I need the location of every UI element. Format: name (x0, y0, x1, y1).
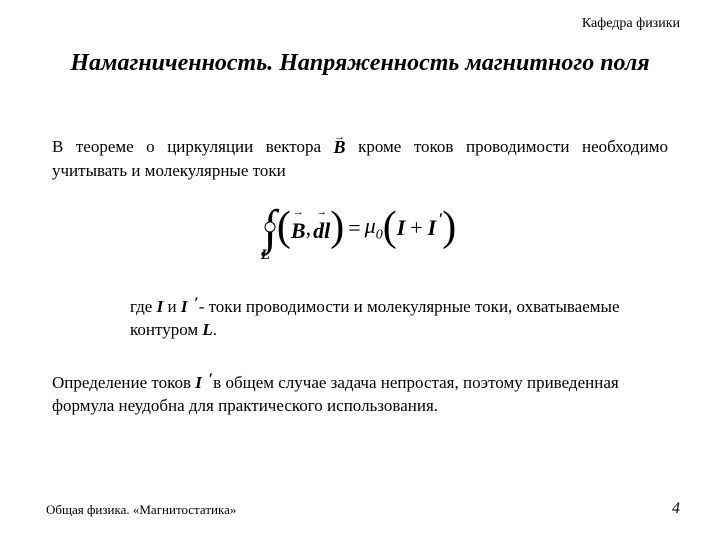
vector-B-eq: → B (291, 212, 306, 244)
equals-sign: = (348, 215, 360, 241)
page-number: 4 (672, 500, 680, 518)
prime-mark-icon: ′ (194, 293, 199, 315)
I-symbol-text: I (157, 297, 164, 316)
vector-B-inline: → B (334, 136, 346, 159)
arrow-icon: → (293, 206, 304, 218)
conclusion-paragraph: Определение токов I ′ в общем случае зад… (52, 372, 668, 418)
arrow-icon: → (316, 206, 327, 218)
where-paragraph: где I и I ′ - токи проводимости и молеку… (130, 296, 630, 342)
arrow-icon: → (334, 130, 345, 144)
right-paren: ) (330, 213, 344, 242)
intro-text-pre: В теореме о циркуляции вектора (52, 137, 334, 156)
left-paren: ( (277, 213, 291, 242)
prime-mark-icon: ′ (209, 369, 214, 391)
vector-dl-letter: dl (313, 218, 330, 243)
plus-sign: + (410, 215, 422, 241)
zero-subscript: 0 (376, 227, 383, 242)
circulation-equation: ∫ L ( → B , → dl ) = μ0 ( I + I ′ ) (0, 212, 720, 248)
slide-title: Намагниченность. Напряженность магнитног… (0, 48, 720, 78)
I-prime-letter-text: I (181, 297, 188, 316)
prime-mark-icon: ′ (439, 211, 444, 229)
vector-dl-eq: → dl (313, 212, 330, 244)
I-prime-letter-conclusion: I (195, 373, 202, 392)
I-symbol: I (397, 215, 406, 241)
left-paren-2: ( (383, 213, 397, 242)
contour-circle-icon (265, 221, 276, 232)
I-prime-symbol: I ′ (428, 215, 437, 241)
mu-zero: μ0 (365, 213, 383, 243)
mu-letter: μ (365, 213, 376, 238)
vector-B-letter-eq: B (291, 218, 306, 243)
where-end: . (213, 320, 217, 339)
I-prime-letter: I (428, 215, 437, 240)
integral-limit-L: L (261, 251, 270, 260)
I-prime-text: I ′ (181, 297, 192, 316)
footer-course-label: Общая физика. «Магнитостатика» (46, 502, 236, 518)
intro-paragraph: В теореме о циркуляции вектора → B кроме… (52, 136, 668, 182)
contour-integral-symbol: ∫ L (264, 214, 277, 243)
L-symbol: L (202, 320, 212, 339)
right-paren-2: ) (442, 213, 456, 242)
department-label: Кафедра физики (582, 16, 680, 32)
conclusion-pre: Определение токов (52, 373, 195, 392)
I-prime-conclusion: I ′ (195, 373, 206, 392)
where-pre: где (130, 297, 157, 316)
comma: , (306, 215, 312, 241)
where-mid1: и (167, 297, 180, 316)
